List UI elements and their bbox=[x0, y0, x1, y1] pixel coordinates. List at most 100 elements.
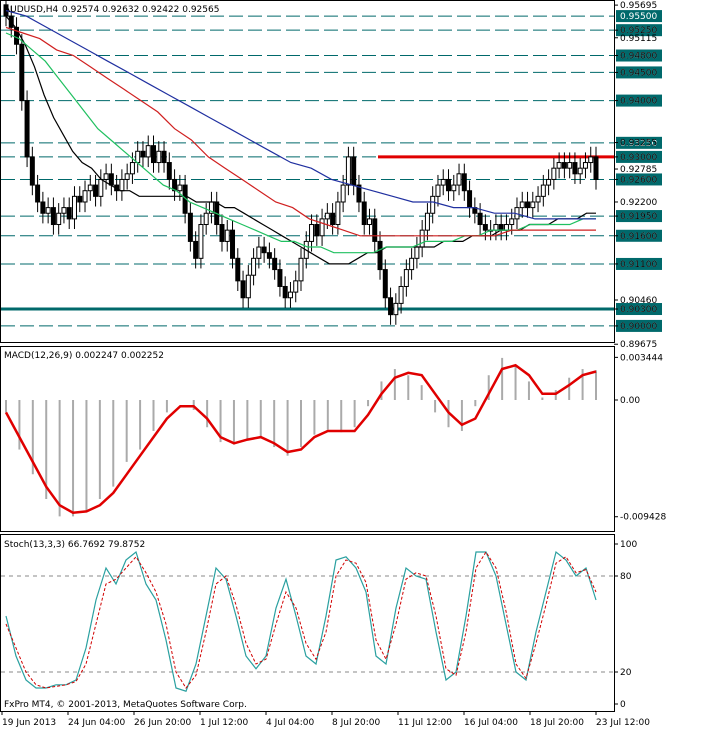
candle-body bbox=[140, 150, 146, 158]
candle-body bbox=[503, 224, 509, 231]
candle-body bbox=[556, 162, 562, 169]
candle-body bbox=[330, 212, 336, 226]
candle-body bbox=[235, 257, 241, 282]
candle-body bbox=[261, 246, 267, 254]
price-axis-label: 0.91600 bbox=[620, 232, 657, 242]
candle-body bbox=[287, 291, 293, 299]
stoch-signal-line bbox=[5, 551, 597, 689]
candle-body bbox=[393, 302, 399, 316]
time-axis-label: 11 Jul 12:00 bbox=[398, 718, 452, 728]
level-label-box bbox=[616, 94, 662, 107]
time-axis-label: 4 Jul 04:00 bbox=[266, 718, 315, 728]
candle-body bbox=[135, 150, 141, 164]
candle-body bbox=[298, 257, 304, 282]
candle-body bbox=[535, 195, 541, 203]
price-axis-label: 0.89675 bbox=[620, 340, 657, 350]
stoch-pane[interactable] bbox=[0, 534, 615, 712]
stochastic-series bbox=[1, 550, 614, 692]
price-axis-label: 0.92200 bbox=[620, 198, 657, 208]
candle-body bbox=[245, 274, 251, 299]
price-pane[interactable] bbox=[0, 0, 615, 343]
candle-body bbox=[35, 184, 41, 203]
level-label: 0.91600 bbox=[620, 232, 657, 242]
candle-body bbox=[340, 184, 346, 203]
level-label-box bbox=[616, 210, 662, 223]
level-label: 0.90000 bbox=[620, 322, 657, 332]
candle-body bbox=[493, 224, 499, 231]
candle-body bbox=[172, 178, 178, 192]
candle-body bbox=[219, 224, 225, 242]
candle-body bbox=[272, 257, 278, 271]
macd-pane[interactable] bbox=[0, 346, 615, 532]
candle-body bbox=[509, 218, 515, 226]
candle-body bbox=[361, 201, 367, 226]
level-label: 0.94000 bbox=[620, 97, 657, 107]
stoch-axis-label: 80 bbox=[620, 572, 632, 582]
candle-body bbox=[345, 156, 351, 186]
candle-body bbox=[388, 297, 394, 316]
price-axis-label: 0.95115 bbox=[620, 34, 657, 44]
time-axis-label: 8 Jul 20:00 bbox=[332, 718, 381, 728]
candle-body bbox=[103, 173, 109, 180]
candle-body bbox=[124, 173, 130, 180]
time-axis-label: 19 Jun 2013 bbox=[2, 718, 56, 728]
level-label-box bbox=[616, 229, 662, 242]
candle-body bbox=[87, 184, 93, 192]
candle-body bbox=[456, 173, 462, 186]
macd-axis-label: 0.003444 bbox=[620, 353, 663, 363]
candle-body bbox=[351, 156, 357, 186]
candle-body bbox=[14, 26, 20, 45]
candle-body bbox=[240, 280, 246, 299]
level-label-box bbox=[616, 303, 662, 316]
candle-body bbox=[561, 162, 567, 169]
candle-body bbox=[372, 218, 378, 242]
candle-body bbox=[61, 207, 67, 214]
candle-body bbox=[198, 224, 204, 259]
candle-body bbox=[230, 229, 236, 259]
stoch-axis-label: 0 bbox=[620, 700, 626, 710]
ohlc-readout: 0.92574 0.92632 0.92422 0.92565 bbox=[62, 5, 219, 15]
price-axis-label: 0.90300 bbox=[620, 305, 657, 315]
candle-body bbox=[435, 184, 441, 197]
candle-body bbox=[319, 218, 325, 237]
candle-body bbox=[419, 229, 425, 248]
candle-body bbox=[440, 178, 446, 186]
stoch-title: Stoch(13,3,3) 66.7692 79.8752 bbox=[4, 540, 145, 550]
candle-body bbox=[277, 269, 283, 287]
candle-body bbox=[193, 240, 199, 259]
level-label: 0.93000 bbox=[620, 153, 657, 163]
candle-body bbox=[567, 162, 573, 169]
price-axis-label: 0.91950 bbox=[620, 212, 657, 222]
level-label: 0.92600 bbox=[620, 175, 657, 185]
price-axis-label: 0.92600 bbox=[620, 175, 657, 185]
level-label-box bbox=[616, 10, 662, 23]
level-label-box bbox=[616, 136, 662, 149]
level-label: 0.94800 bbox=[620, 52, 657, 62]
price-axis-label: 0.94000 bbox=[620, 97, 657, 107]
horizontal-levels: 0.95500 0.95250 0.94800 0.94500 0.94000 0.932… bbox=[1, 10, 662, 332]
candle-body bbox=[382, 269, 388, 299]
price-axis-label: 0.90000 bbox=[620, 322, 657, 332]
level-label-box bbox=[616, 319, 662, 332]
candle-body bbox=[582, 162, 588, 169]
level-label-box bbox=[616, 66, 662, 79]
candle-body bbox=[519, 201, 525, 209]
candle-body bbox=[71, 195, 77, 220]
candle-body bbox=[108, 173, 114, 186]
candle-body bbox=[24, 100, 30, 158]
level-label: 0.94500 bbox=[620, 68, 657, 78]
candle-body bbox=[414, 246, 420, 259]
macd-series bbox=[4, 357, 597, 517]
candle-body bbox=[335, 201, 341, 226]
candle-body bbox=[525, 201, 531, 209]
candle-body bbox=[356, 184, 362, 203]
price-axis-label: 0.93255 bbox=[620, 139, 657, 149]
symbol-timeframe: AUDUSD,H4 bbox=[4, 5, 59, 15]
candle-body bbox=[251, 257, 257, 276]
candle-body bbox=[156, 150, 162, 164]
candle-body bbox=[451, 184, 457, 192]
candle-body bbox=[309, 224, 315, 242]
moving-average-line bbox=[5, 26, 596, 237]
